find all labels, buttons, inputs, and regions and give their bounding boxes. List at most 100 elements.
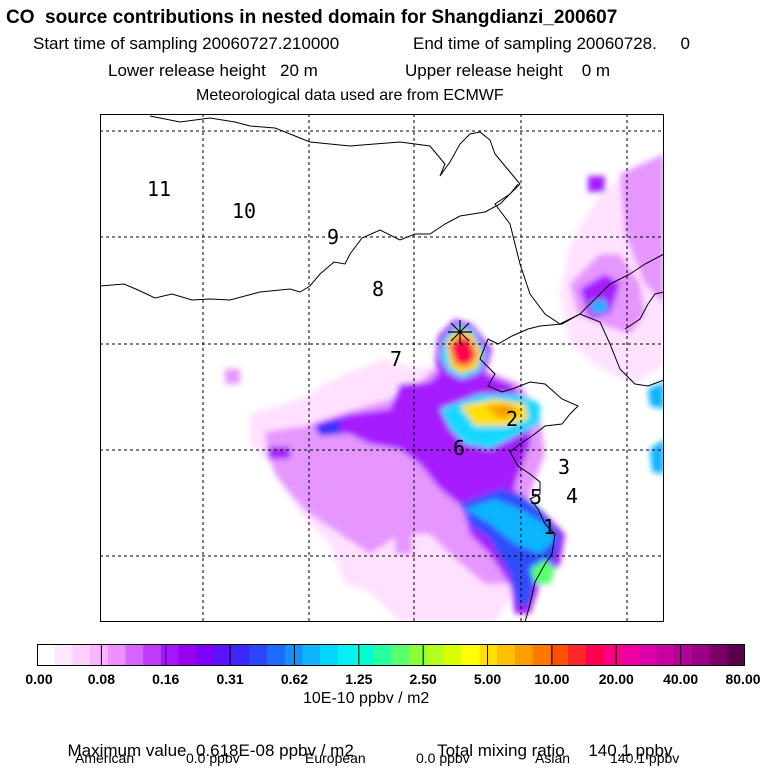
colorbar-swatch — [267, 644, 286, 666]
colorbar-swatch — [231, 644, 250, 666]
map-label-2: 2 — [506, 407, 518, 431]
map-label-4: 4 — [566, 484, 578, 508]
colorbar-swatch — [691, 644, 710, 666]
colorbar-units: 10E-10 ppbv / m2 — [303, 690, 430, 707]
colorbar-swatch — [143, 644, 162, 666]
field-cyan-east2 — [650, 439, 664, 474]
colorbar-swatch — [514, 644, 533, 666]
total-mixing-value: 140.1 ppbv — [588, 741, 673, 760]
colorbar-swatch — [249, 644, 268, 666]
colorbar-swatch — [391, 644, 410, 666]
colorbar-tick-label: 5.00 — [473, 671, 502, 687]
colorbar-swatch — [656, 644, 675, 666]
european-value: 0.0 ppbv — [416, 750, 470, 766]
max-value-row: Maximum value 0.618E-08 ppbv / m2 — [58, 725, 354, 760]
colorbar-swatch — [674, 644, 693, 666]
colorbar-swatch — [284, 644, 303, 666]
asian-value: 140.1 ppbv — [610, 750, 680, 766]
colorbar-swatch — [727, 644, 745, 666]
colorbar — [37, 644, 745, 666]
colorbar-swatch — [355, 644, 374, 666]
max-value-label: Maximum value — [67, 741, 187, 760]
colorbar-tick-label: 1.25 — [345, 671, 373, 687]
field-lavender-east2 — [620, 154, 664, 304]
colorbar-swatch — [54, 644, 73, 666]
european-label: European — [305, 750, 366, 766]
colorbar-swatch — [426, 644, 445, 666]
map-label-5: 5 — [530, 485, 542, 509]
american-value: 0.0 ppbv — [186, 750, 240, 766]
upper-height-label: Upper release height 0 m — [405, 61, 611, 80]
field-blue-west — [315, 419, 340, 436]
colorbar-swatch — [196, 644, 215, 666]
coast-peninsula — [487, 313, 664, 387]
colorbar-swatch — [621, 644, 640, 666]
field-patch-2 — [588, 176, 605, 192]
coast-east — [624, 291, 664, 330]
map-label-8: 8 — [372, 277, 384, 301]
colorbar-tick-label: 0.08 — [87, 671, 115, 687]
chart-title: CO source contributions in nested domain… — [6, 7, 618, 28]
lower-height-label: Lower release height 20 m — [108, 61, 318, 80]
map-label-7: 7 — [390, 347, 402, 371]
coast-bohai-north — [100, 115, 521, 301]
max-value: 0.618E-08 ppbv / m2 — [195, 741, 354, 760]
map-frame — [100, 114, 664, 622]
map-label-1: 1 — [543, 515, 555, 539]
field-cyan-north — [590, 299, 608, 314]
colorbar-swatch — [497, 644, 516, 666]
field-violet-east — [580, 274, 620, 319]
colorbar-swatch — [568, 644, 587, 666]
colorbar-swatch — [550, 644, 569, 666]
coastline — [100, 115, 664, 622]
map-label-10: 10 — [232, 199, 256, 223]
map-label-6: 6 — [453, 436, 465, 460]
asian-label: Asian — [535, 750, 571, 766]
colorbar-swatch — [302, 644, 321, 666]
contribution-map: 11 10 9 8 7 6 5 4 3 2 1 — [100, 114, 664, 622]
american-label: American — [75, 750, 135, 766]
colorbar-swatch — [37, 644, 56, 666]
end-time-label: End time of sampling 20060728. 0 — [413, 34, 690, 53]
met-data-label: Meteorological data used are from ECMWF — [196, 87, 504, 104]
colorbar-swatch — [72, 644, 91, 666]
gridlines — [100, 114, 664, 622]
map-label-11: 11 — [147, 177, 171, 201]
total-mixing-row: Total mixing ratio 140.1 ppbv — [428, 725, 672, 759]
map-label-3: 3 — [558, 455, 570, 479]
colorbar-swatch — [585, 644, 604, 666]
colorbar-tick-label: 0.00 — [25, 671, 53, 687]
colorbar-swatch — [160, 644, 179, 666]
colorbar-tick-label: 10.00 — [534, 671, 570, 687]
field-orange — [485, 404, 520, 419]
colorbar-swatch — [178, 644, 197, 666]
colorbar-swatch — [90, 644, 109, 666]
field-patch-3 — [395, 532, 412, 554]
colorbar-tick-label: 20.00 — [598, 671, 634, 687]
colorbar-swatch — [373, 644, 392, 666]
coast-liaodong — [494, 183, 664, 325]
colorbar-swatch — [408, 644, 427, 666]
colorbar-tick-label: 0.16 — [152, 671, 180, 687]
colorbar-tick-label: 0.62 — [280, 671, 309, 687]
field-cyan-south — [465, 499, 555, 554]
colorbar-swatch — [337, 644, 356, 666]
colorbar-swatch — [479, 644, 498, 666]
colorbar-tick-label: 0.31 — [216, 671, 244, 687]
total-mixing-label: Total mixing ratio — [437, 741, 565, 760]
colorbar-swatch — [461, 644, 480, 666]
start-time-label: Start time of sampling 20060727.210000 — [33, 34, 340, 53]
station-marker — [448, 320, 472, 344]
colorbar-swatch — [532, 644, 551, 666]
colorbar-tick-label: 2.50 — [409, 671, 437, 687]
map-label-9: 9 — [327, 225, 339, 249]
colorbar-swatch — [320, 644, 339, 666]
field-patch-4 — [268, 447, 290, 459]
colorbar-swatch — [107, 644, 126, 666]
field-green-south — [530, 559, 555, 584]
colorbar-tick-label: 40.00 — [663, 671, 699, 687]
map-labels: 11 10 9 8 7 6 5 4 3 2 1 — [147, 177, 578, 539]
colorbar-swatch — [638, 644, 657, 666]
colorbar-tick-label: 80.00 — [725, 671, 761, 687]
colorbar-swatch — [125, 644, 144, 666]
